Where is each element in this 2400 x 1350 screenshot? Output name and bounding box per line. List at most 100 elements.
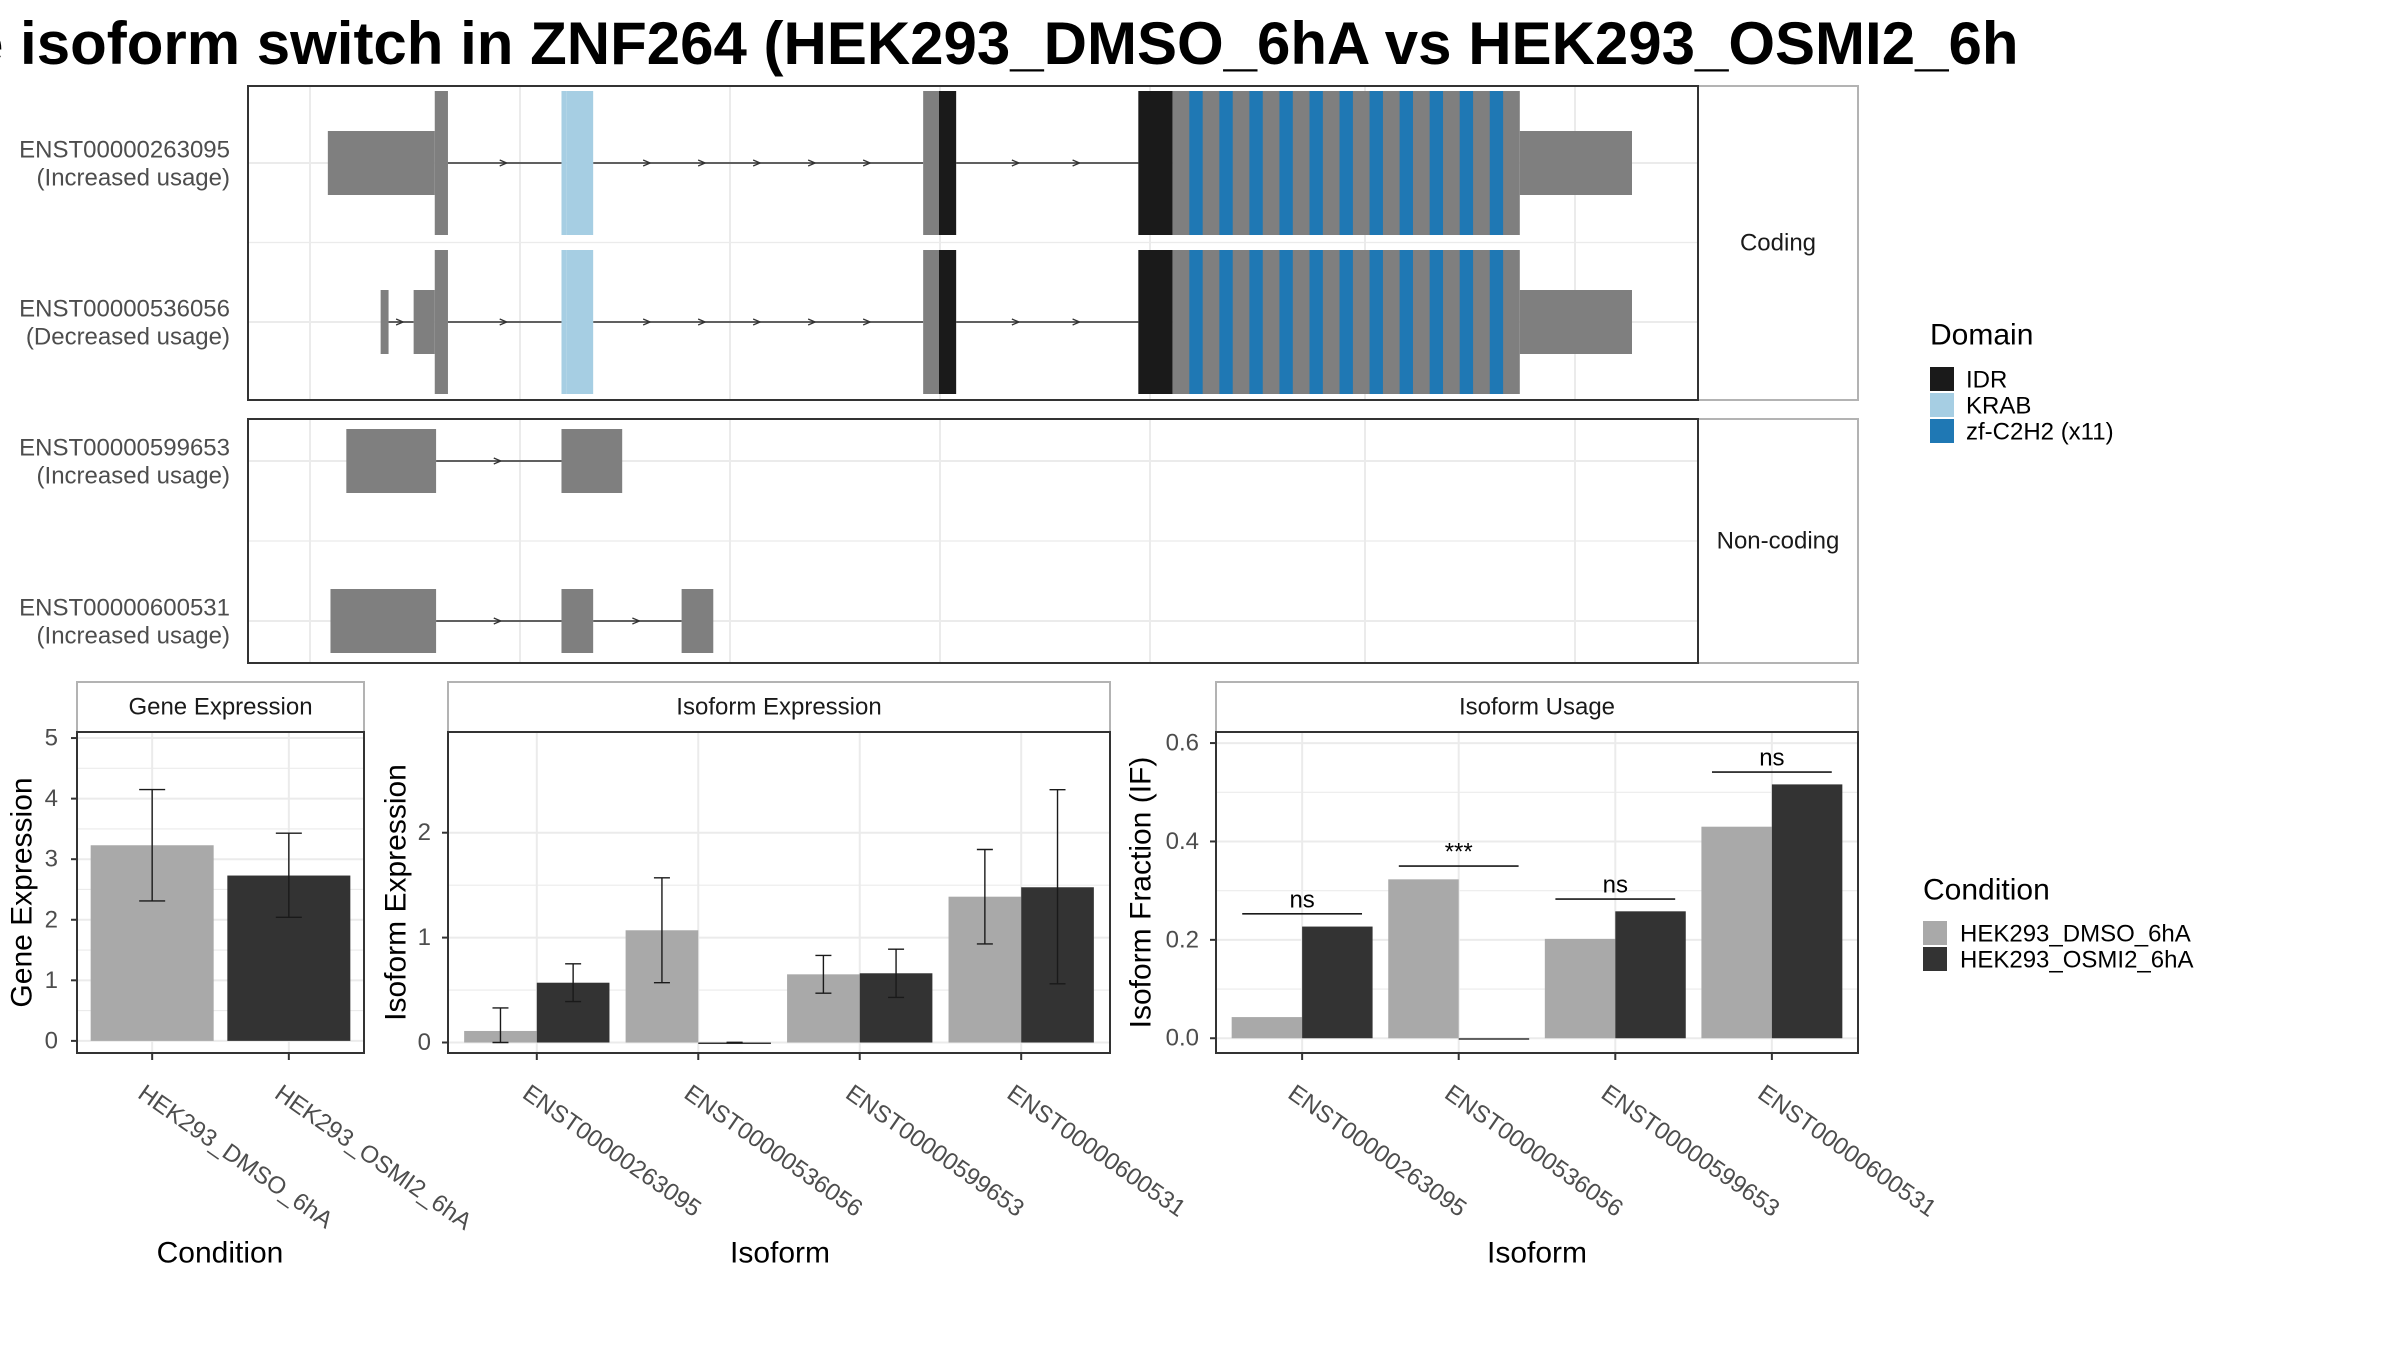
- facet-strip: [1697, 85, 1859, 401]
- intron-arrow: [697, 159, 707, 167]
- significance-label: ns: [1759, 745, 1784, 772]
- krab-domain: [566, 91, 594, 235]
- zf-c2h2-domain: [1459, 91, 1474, 235]
- intron-arrow: [493, 457, 503, 465]
- intron-arrow: [1072, 159, 1082, 167]
- x-axis-label: Condition: [157, 1237, 284, 1270]
- zf-c2h2-domain: [1249, 250, 1263, 394]
- x-tick-label: ENST00000599653: [841, 1080, 1029, 1223]
- isoform-id-label: ENST00000536056: [19, 296, 230, 323]
- intron-arrow: [642, 318, 652, 326]
- y-tick-label: 0: [418, 1029, 431, 1056]
- exon: [434, 91, 448, 235]
- zf-c2h2-domain: [1369, 250, 1383, 394]
- panel-strip-title: Isoform Expression: [676, 694, 881, 721]
- intron-arrow: [1011, 159, 1021, 167]
- krab-domain: [561, 91, 567, 235]
- facet-strip-label: Non-coding: [1717, 528, 1840, 555]
- exon: [561, 429, 623, 493]
- domain-legend-title: Domain: [1930, 319, 2033, 352]
- plot-title: e isoform switch in ZNF264 (HEK293_DMSO_…: [0, 6, 2400, 82]
- zf-c2h2-domain: [1459, 250, 1474, 394]
- bar: [1544, 938, 1616, 1039]
- domain-legend-key: [1930, 393, 1954, 417]
- exon: [380, 290, 389, 354]
- y-tick-label: 1: [45, 967, 58, 994]
- bar: [1771, 784, 1843, 1039]
- intron-arrow: [493, 617, 503, 625]
- panel-strip-title: Gene Expression: [128, 694, 312, 721]
- exon: [561, 589, 594, 653]
- zf-c2h2-domain: [1489, 250, 1504, 394]
- exon: [413, 290, 435, 354]
- intron-arrow: [862, 159, 872, 167]
- panel-border: [447, 731, 1111, 1054]
- zf-c2h2-domain: [1489, 91, 1504, 235]
- significance-label: ***: [1445, 839, 1473, 866]
- intron-arrow: [752, 318, 762, 326]
- isoform-id-label: ENST00000263095: [19, 137, 230, 164]
- isoform-usage-label: (Increased usage): [37, 463, 230, 490]
- isoform-usage-label: (Increased usage): [37, 165, 230, 192]
- exon: [923, 91, 939, 235]
- panel-border: [247, 85, 1699, 401]
- significance-label: ns: [1603, 872, 1628, 899]
- intron-arrow: [632, 617, 642, 625]
- zf-c2h2-domain: [1399, 91, 1413, 235]
- zf-c2h2-domain: [1339, 250, 1353, 394]
- bar: [1458, 1038, 1530, 1040]
- bar: [1701, 826, 1772, 1039]
- bar: [1615, 911, 1686, 1039]
- condition-legend-key: [1923, 921, 1947, 945]
- y-tick-label: 2: [418, 819, 431, 846]
- exon: [1519, 131, 1632, 195]
- facet-strip-label: Coding: [1740, 230, 1816, 257]
- panel-border: [76, 731, 365, 1054]
- zf-c2h2-domain: [1429, 91, 1444, 235]
- x-axis-label: Isoform: [730, 1237, 830, 1270]
- panel-strip: [1215, 681, 1859, 733]
- zf-c2h2-domain: [1339, 91, 1353, 235]
- panel-strip: [76, 681, 365, 733]
- y-tick-label: 0.6: [1166, 730, 1199, 757]
- condition-legend-label: HEK293_OSMI2_6hA: [1960, 947, 2193, 974]
- y-axis-label: Gene Expression: [6, 777, 39, 1007]
- y-tick-label: 5: [45, 725, 58, 752]
- zf-c2h2-domain: [1309, 91, 1323, 235]
- exon: [1519, 290, 1632, 354]
- zf-c2h2-domain: [1219, 250, 1233, 394]
- panel-border: [247, 418, 1699, 664]
- facet-strip: [1697, 418, 1859, 664]
- intron-arrow: [752, 159, 762, 167]
- zf-c2h2-domain: [1279, 91, 1293, 235]
- zf-c2h2-domain: [1429, 250, 1444, 394]
- zf-c2h2-domain: [1279, 250, 1293, 394]
- y-tick-label: 0.2: [1166, 926, 1199, 953]
- exon: [681, 589, 714, 653]
- y-tick-label: 4: [45, 785, 58, 812]
- bar: [698, 1042, 771, 1045]
- y-tick-label: 0: [45, 1027, 58, 1054]
- isoform-usage-label: (Decreased usage): [26, 324, 230, 351]
- y-axis-label: Isoform Fraction (IF): [1125, 757, 1158, 1029]
- intron-arrow: [807, 159, 817, 167]
- domain-legend-label: IDR: [1966, 367, 2007, 394]
- x-tick-label: ENST00000600531: [1002, 1080, 1190, 1223]
- y-axis-label: Isoform Expression: [380, 764, 413, 1021]
- x-tick-label: ENST00000536056: [679, 1080, 867, 1223]
- plot-title-text: e isoform switch in ZNF264 (HEK293_DMSO_…: [0, 10, 2019, 77]
- y-tick-label: 2: [45, 906, 58, 933]
- intron-arrow: [395, 318, 405, 326]
- idr-domain: [1138, 91, 1173, 235]
- domain-legend-label: KRAB: [1966, 393, 2031, 420]
- zf-c2h2-domain: [1189, 250, 1203, 394]
- zf-c2h2-domain: [1219, 91, 1233, 235]
- exon: [327, 131, 435, 195]
- exon: [330, 589, 437, 653]
- krab-domain: [566, 250, 594, 394]
- panel-strip-title: Isoform Usage: [1459, 694, 1615, 721]
- exon: [434, 250, 448, 394]
- zf-c2h2-domain: [1189, 91, 1203, 235]
- condition-legend-key: [1923, 947, 1947, 971]
- intron-arrow: [499, 159, 509, 167]
